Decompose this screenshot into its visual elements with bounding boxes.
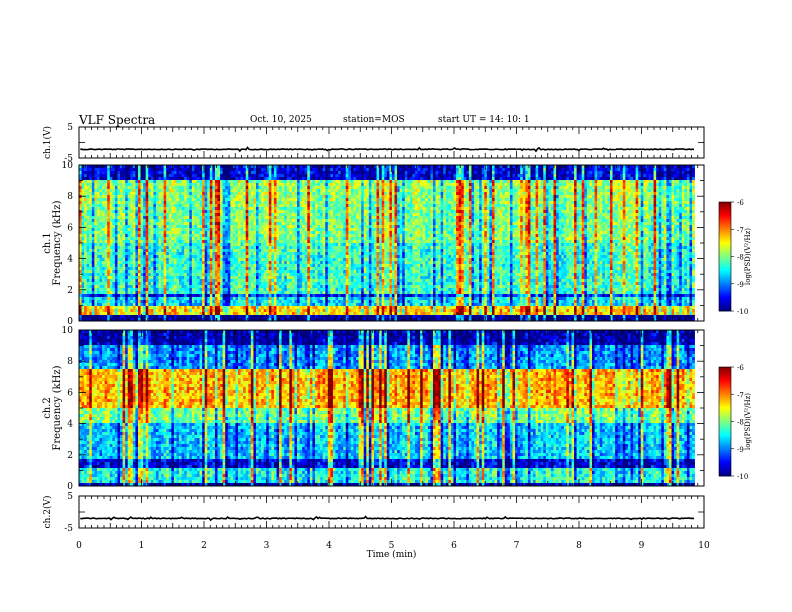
colorbar-tick-label: -10 <box>737 308 748 316</box>
x-tick-label: 8 <box>576 541 582 551</box>
colorbar-tick-label: -7 <box>737 391 744 399</box>
y-tick-label: 8 <box>67 192 73 202</box>
x-tick-label: 4 <box>326 541 332 551</box>
y-tick-label: 0 <box>67 317 73 327</box>
x-tick-label: 9 <box>639 541 645 551</box>
y-tick-label: 2 <box>67 451 73 461</box>
x-tick-label: 0 <box>76 541 82 551</box>
colorbar-tick-label: -8 <box>737 419 744 427</box>
colorbar-tick-label: -9 <box>737 281 744 289</box>
y-tick-label: 0 <box>67 482 73 492</box>
channel-label: ch.2 <box>42 397 53 419</box>
frequency-axis-label: Frequency (kHz) <box>52 200 63 285</box>
colorbar-label: log(PSD)(V²/Hz) <box>744 228 752 285</box>
waveform-axis-label: ch.1(V) <box>42 126 53 159</box>
colorbar-tick-label: -9 <box>737 446 744 454</box>
date-label: Oct. 10, 2025 <box>250 115 312 125</box>
frequency-axis-label: Frequency (kHz) <box>52 365 63 450</box>
y-tick-label: -5 <box>64 524 73 534</box>
x-axis-label: Time (min) <box>367 549 417 560</box>
spectrogram-2-image <box>79 330 695 487</box>
colorbar-tick-label: -10 <box>737 473 748 481</box>
x-tick-label: 6 <box>451 541 457 551</box>
y-tick-label: 10 <box>62 161 74 171</box>
colorbar-tick-label: -6 <box>737 364 744 372</box>
y-tick-label: -5 <box>64 154 73 164</box>
x-tick-label: 2 <box>201 541 207 551</box>
x-tick-label: 7 <box>514 541 520 551</box>
y-tick-label: 10 <box>62 326 74 336</box>
y-tick-label: 6 <box>67 388 73 398</box>
x-tick-label: 5 <box>389 541 395 551</box>
channel-label: ch.1 <box>42 232 53 254</box>
y-tick-label: 8 <box>67 357 73 367</box>
start-time-label: start UT = 14: 10: 1 <box>438 115 530 125</box>
colorbar-1 <box>719 202 731 312</box>
y-tick-label: 6 <box>67 223 73 233</box>
colorbar-label: log(PSD)(V²/Hz) <box>744 393 752 450</box>
waveform-2-trace <box>80 515 695 522</box>
colorbar-tick-label: -8 <box>737 254 744 262</box>
y-tick-label: 2 <box>67 286 73 296</box>
waveform-1-trace <box>80 146 695 153</box>
waveform-axis-label: ch.2(V) <box>42 496 53 529</box>
x-tick-label: 3 <box>264 541 270 551</box>
figure-title: VLF Spectra <box>79 113 155 127</box>
y-tick-label: 4 <box>67 255 73 265</box>
colorbar-2 <box>719 367 731 477</box>
colorbar-tick-label: -6 <box>737 199 744 207</box>
x-tick-label: 1 <box>139 541 145 551</box>
x-tick-label: 10 <box>698 541 710 551</box>
station-label: station=MOS <box>343 115 405 125</box>
y-tick-label: 5 <box>67 123 73 133</box>
colorbar-tick-label: -7 <box>737 226 744 234</box>
spectrogram-1-image <box>79 165 695 322</box>
y-tick-label: 5 <box>67 492 73 502</box>
y-tick-label: 4 <box>67 420 73 430</box>
